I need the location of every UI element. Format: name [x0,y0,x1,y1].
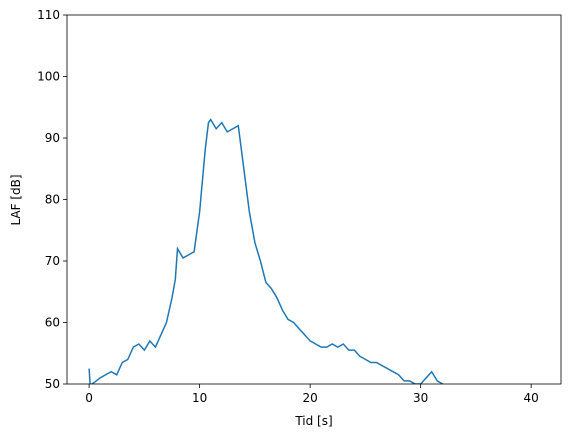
y-tick-label: 100 [37,70,60,84]
x-tick-label: 30 [413,391,428,405]
data-line [88,118,444,384]
x-tick-label: 10 [192,391,207,405]
y-axis-label: LAF [dB] [9,174,23,225]
x-tick-label: 20 [302,391,317,405]
y-tick-label: 110 [37,8,60,22]
y-tick-label: 50 [45,377,60,391]
y-tick-label: 90 [45,131,60,145]
plot-frame [66,14,562,385]
y-tick-label: 80 [45,193,60,207]
x-tick-label: 40 [524,391,539,405]
x-tick-label: 0 [85,391,93,405]
y-tick-label: 60 [45,316,60,330]
y-tick-label: 70 [45,254,60,268]
x-axis-label: Tid [s] [294,414,332,428]
